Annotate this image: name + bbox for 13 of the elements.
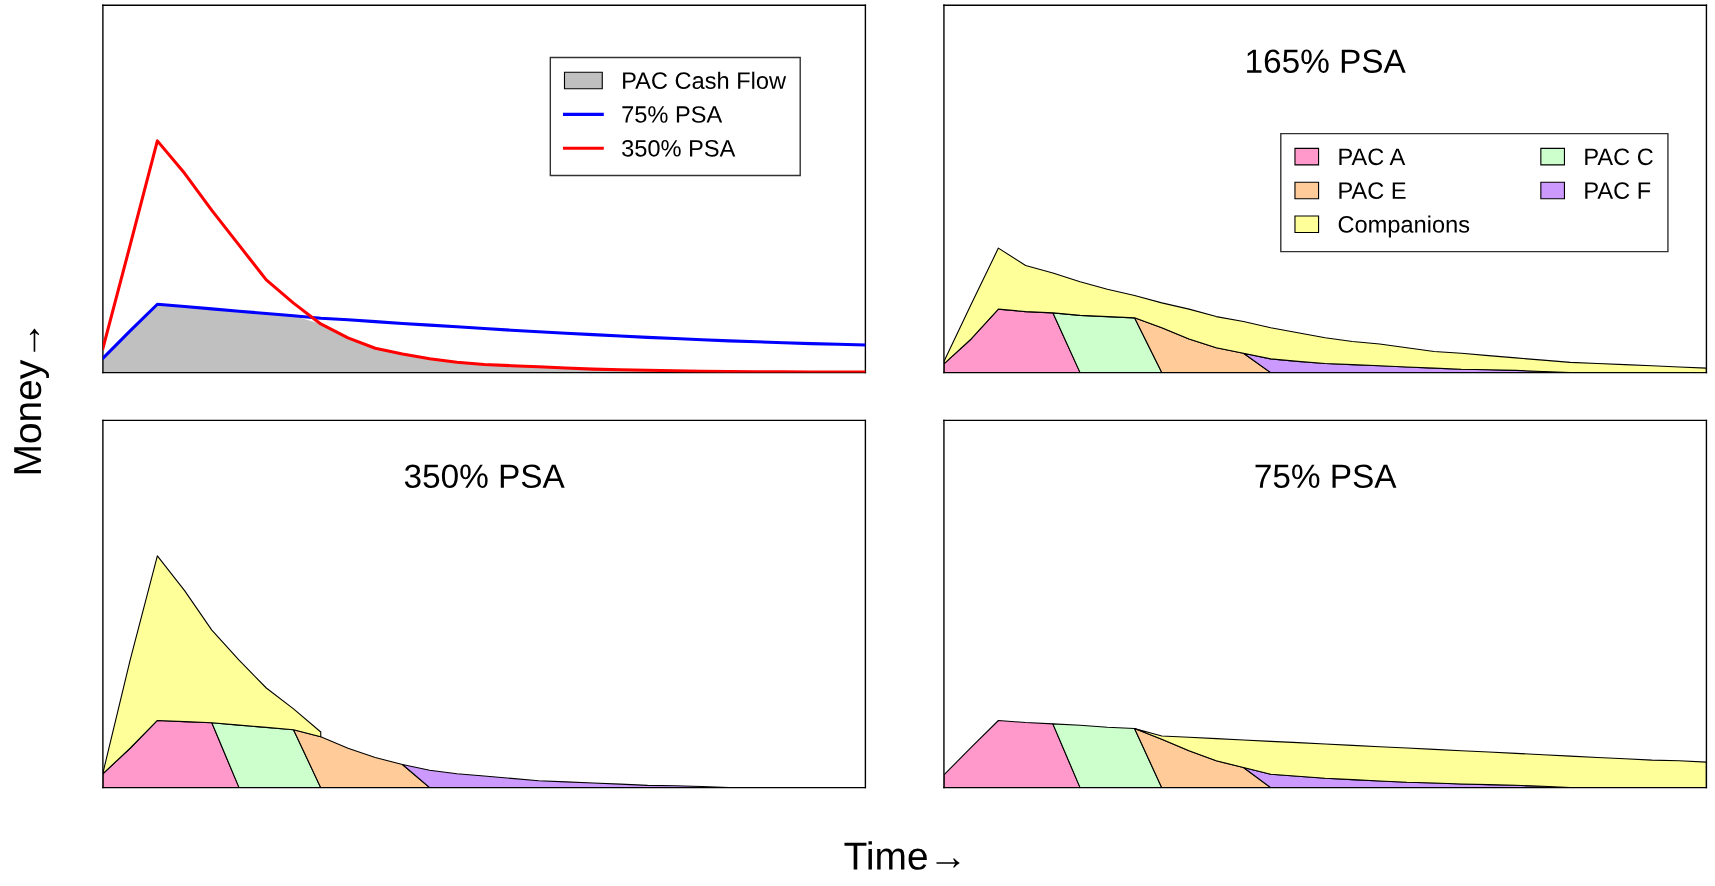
legend-label: 75% PSA [622, 106, 723, 123]
y-axis-title: Money→ [14, 328, 49, 474]
legend-label: PAC E [1339, 182, 1406, 199]
legend-label: PAC C [1585, 148, 1653, 166]
legend-label: Companions [1338, 215, 1470, 238]
chart-title: 350% PSA [404, 464, 565, 489]
legend-label: 350% PSA [622, 139, 736, 157]
x-axis-title: Time→ [844, 841, 960, 870]
legend-label: PAC A [1339, 148, 1406, 166]
legend-label: PAC F [1585, 182, 1651, 199]
legend-label: PAC Cash Flow [623, 71, 787, 90]
chart-title: 75% PSA [1255, 464, 1397, 489]
chart-title: 165% PSA [1247, 49, 1406, 74]
